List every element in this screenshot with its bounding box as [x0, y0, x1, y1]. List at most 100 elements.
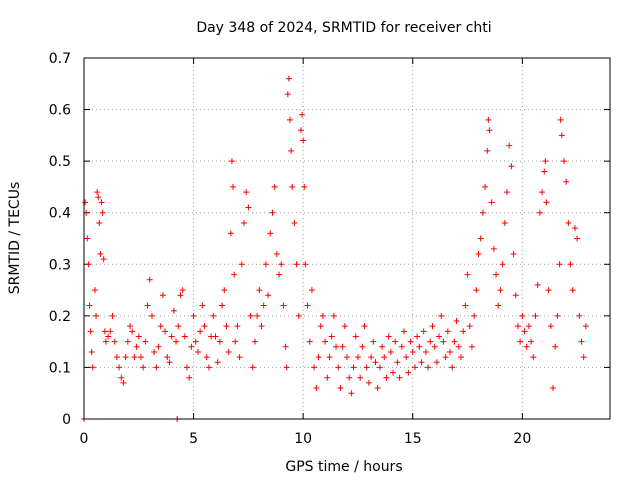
data-point — [91, 287, 98, 294]
data-point — [571, 225, 578, 232]
data-point — [192, 338, 199, 345]
data-point — [166, 359, 173, 366]
data-point — [254, 312, 261, 319]
data-point — [84, 235, 91, 242]
data-point — [363, 364, 370, 371]
data-point — [234, 323, 241, 330]
data-point — [140, 364, 147, 371]
data-point — [170, 307, 177, 314]
data-point — [285, 75, 292, 82]
data-point — [547, 323, 554, 330]
data-point — [107, 328, 114, 335]
data-point — [346, 374, 353, 381]
data-point — [376, 364, 383, 371]
data-point — [326, 354, 333, 361]
data-point — [109, 312, 116, 319]
data-point — [102, 338, 109, 345]
data-point — [94, 189, 101, 196]
data-point — [186, 374, 193, 381]
data-point — [228, 158, 235, 165]
data-point — [146, 276, 153, 283]
data-point — [333, 343, 340, 350]
data-point — [482, 183, 489, 190]
y-tick-label: 0.1 — [49, 360, 71, 376]
data-point — [287, 116, 294, 123]
data-point — [429, 323, 436, 330]
data-point — [394, 359, 401, 366]
data-point — [365, 379, 372, 386]
axis-ticks — [83, 57, 610, 420]
data-point — [525, 323, 532, 330]
data-point — [300, 137, 307, 144]
data-point — [457, 354, 464, 361]
data-point — [223, 323, 230, 330]
data-point — [486, 127, 493, 134]
data-point — [184, 364, 191, 371]
data-point — [159, 292, 166, 299]
data-point — [118, 374, 125, 381]
data-point — [528, 338, 535, 345]
data-point — [148, 312, 155, 319]
data-point — [510, 250, 517, 257]
data-point — [328, 333, 335, 340]
data-point — [219, 302, 226, 309]
data-point — [381, 354, 388, 361]
data-point — [243, 189, 250, 196]
data-point — [95, 194, 102, 201]
data-point — [276, 271, 283, 278]
data-point — [455, 343, 462, 350]
data-point — [311, 364, 318, 371]
data-point — [256, 287, 263, 294]
data-point — [93, 312, 100, 319]
x-tick-label: 0 — [80, 431, 89, 447]
data-point — [339, 343, 346, 350]
data-point — [506, 142, 513, 149]
data-point — [137, 354, 144, 361]
data-point — [560, 158, 567, 165]
data-point — [368, 354, 375, 361]
data-point — [374, 385, 381, 392]
data-point — [499, 261, 506, 268]
y-tick-label: 0 — [62, 412, 71, 428]
data-point — [251, 338, 258, 345]
y-tick-label: 0.4 — [49, 206, 71, 222]
data-point — [157, 323, 164, 330]
data-point — [116, 364, 123, 371]
data-point — [175, 323, 182, 330]
data-point — [541, 168, 548, 175]
data-point — [153, 364, 160, 371]
data-point — [247, 312, 254, 319]
data-point — [267, 230, 274, 237]
data-point — [473, 287, 480, 294]
data-point — [221, 287, 228, 294]
data-point — [442, 354, 449, 361]
data-point — [322, 338, 329, 345]
data-point — [155, 343, 162, 350]
data-point — [249, 364, 256, 371]
data-point — [344, 354, 350, 361]
data-point — [164, 354, 171, 361]
data-point — [557, 116, 564, 123]
data-point — [359, 343, 366, 350]
data-point — [433, 359, 440, 366]
data-point — [240, 220, 247, 227]
x-tick-label: 20 — [513, 431, 531, 447]
data-point — [431, 343, 438, 350]
data-point — [85, 261, 92, 268]
data-point — [82, 199, 89, 206]
data-point — [449, 364, 456, 371]
data-point — [151, 348, 158, 355]
data-point — [539, 189, 546, 196]
data-point — [135, 333, 142, 340]
data-point — [416, 343, 423, 350]
data-point — [129, 328, 136, 335]
data-point — [214, 359, 221, 366]
data-point — [357, 374, 364, 381]
data-point — [315, 354, 322, 361]
data-point — [120, 379, 127, 386]
data-point — [466, 323, 473, 330]
data-point — [390, 369, 397, 376]
data-point — [337, 385, 344, 392]
y-tick-label: 0.7 — [49, 51, 71, 67]
chart-title: Day 348 of 2024, SRMTID for receiver cht… — [196, 20, 491, 36]
